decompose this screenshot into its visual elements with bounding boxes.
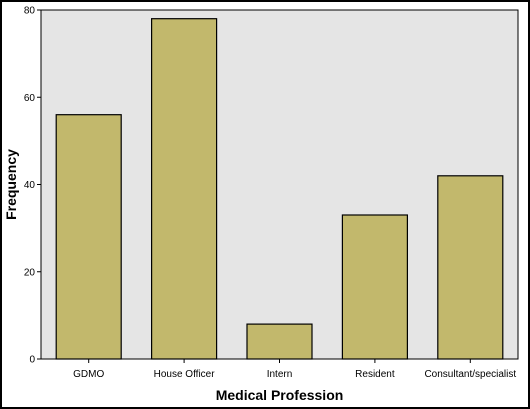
y-tick-label: 60	[24, 93, 36, 104]
y-axis: 0 20 40 60 80	[24, 6, 42, 366]
x-ticks: GDMO House Officer Intern Resident Consultan…	[73, 359, 516, 380]
bar-consultant-specialist	[437, 175, 504, 360]
y-tick-label: 80	[24, 6, 36, 17]
x-tick-label: Intern	[267, 369, 293, 380]
x-axis-title: Medical Profession	[216, 387, 344, 403]
x-tick-label: House Officer	[154, 369, 216, 380]
bars-group	[55, 18, 504, 360]
y-tick-label: 40	[24, 180, 36, 191]
x-tick-label: Resident	[355, 369, 395, 380]
bar-house-officer	[151, 18, 218, 360]
y-axis-title: Frequency	[3, 149, 19, 220]
bar-intern	[246, 323, 313, 360]
x-tick-label: Consultant/specialist	[424, 369, 516, 380]
x-tick-label: GDMO	[73, 369, 104, 380]
y-tick-label: 20	[24, 267, 36, 278]
bar-gdmo	[55, 114, 122, 360]
bar-resident	[341, 214, 408, 360]
x-axis: GDMO House Officer Intern Resident Consultan…	[41, 358, 518, 380]
y-ticks: 0 20 40 60 80	[24, 6, 41, 366]
y-tick-label: 0	[29, 355, 35, 366]
